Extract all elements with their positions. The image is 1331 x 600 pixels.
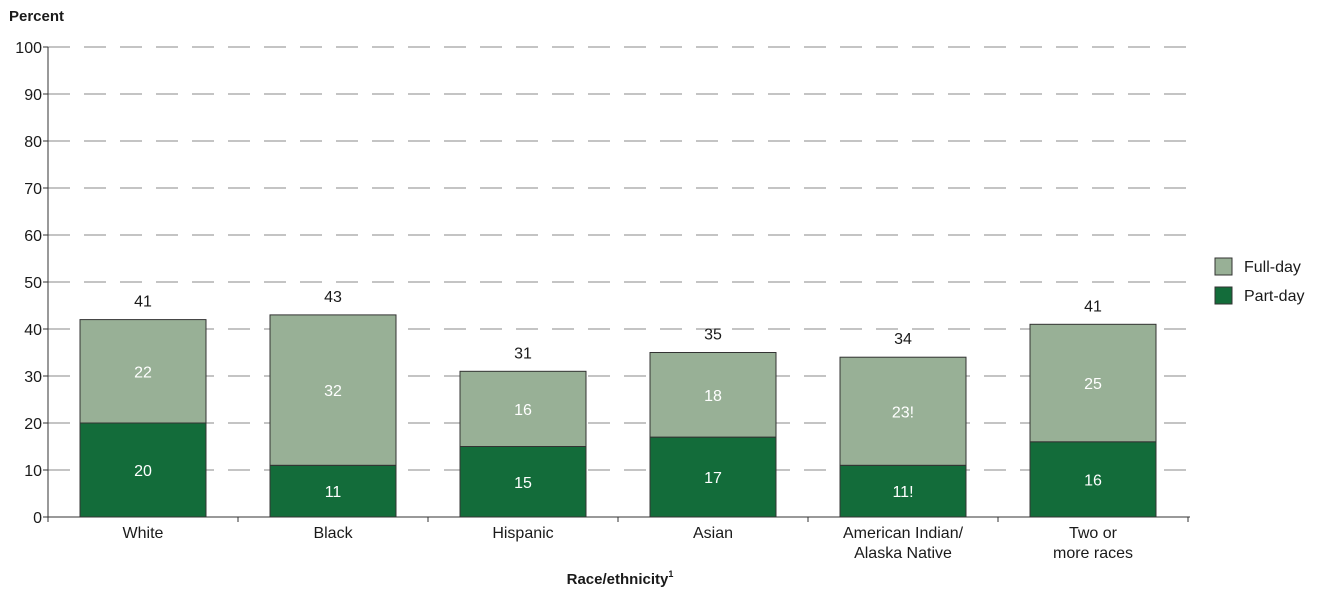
bar-full-day xyxy=(1029,323,1157,443)
x-axis-title: Race/ethnicity1 xyxy=(567,569,674,588)
y-tick-label: 50 xyxy=(24,275,42,292)
data-label-total: 31 xyxy=(514,345,532,362)
x-tick-label-line: more races xyxy=(1053,545,1133,562)
y-tick-label: 10 xyxy=(24,463,42,480)
bar-full-day xyxy=(79,319,207,424)
data-label-full-day: 23! xyxy=(892,404,914,421)
bar-part-day xyxy=(649,436,777,518)
bar-full-day xyxy=(459,370,587,447)
bar-part-day xyxy=(269,464,397,518)
x-tick-label: Asian xyxy=(693,525,733,542)
data-label-full-day: 32 xyxy=(324,383,342,400)
data-label-part-day: 11! xyxy=(892,484,913,501)
bar-full-day xyxy=(839,356,967,466)
data-label-part-day: 11 xyxy=(325,484,342,501)
x-tick-label-line: White xyxy=(123,525,164,542)
data-label-total: 41 xyxy=(134,294,152,311)
x-tick-label-line: Asian xyxy=(693,525,733,542)
legend-label: Full-day xyxy=(1244,259,1301,276)
data-label-full-day: 18 xyxy=(704,388,722,405)
bar-part-day xyxy=(459,446,587,518)
x-axis: White Black Hispanic Asian American Indian/A… xyxy=(47,516,1190,562)
data-label-total: 34 xyxy=(894,331,912,348)
y-tick-label: 20 xyxy=(24,416,42,433)
data-label-part-day: 16 xyxy=(1084,472,1102,489)
y-axis: 0 10 20 30 40 50 60 70 80 90 100 xyxy=(15,40,49,527)
x-tick-label-line: Black xyxy=(313,525,353,542)
x-tick-label-line: Two or xyxy=(1069,525,1118,542)
y-tick-label: 90 xyxy=(24,87,42,104)
legend-label: Part-day xyxy=(1244,288,1304,305)
y-tick-label: 30 xyxy=(24,369,42,386)
x-axis-title-footnote: 1 xyxy=(668,569,673,579)
data-label-total: 41 xyxy=(1084,298,1102,315)
y-tick-label: 60 xyxy=(24,228,42,245)
y-tick-label: 0 xyxy=(33,510,42,527)
x-tick-label-line: Alaska Native xyxy=(854,545,952,562)
x-tick-label: Black xyxy=(313,525,353,542)
gridlines xyxy=(48,46,1190,471)
bar-part-day xyxy=(1029,441,1157,518)
y-tick-label: 100 xyxy=(15,40,42,57)
bar-full-day xyxy=(649,352,777,438)
data-label-total: 43 xyxy=(324,289,342,306)
bar-full-day xyxy=(269,314,397,466)
data-label-part-day: 15 xyxy=(514,475,532,492)
data-label-total: 35 xyxy=(704,327,722,344)
bar-part-day xyxy=(839,464,967,518)
legend-swatch xyxy=(1214,257,1233,276)
legend: Full-day Part-day xyxy=(1214,257,1304,305)
x-tick-label: American Indian/Alaska Native xyxy=(843,525,964,562)
data-label-full-day: 16 xyxy=(514,402,532,419)
x-tick-label-line: Hispanic xyxy=(492,525,553,542)
y-tick-label: 40 xyxy=(24,322,42,339)
x-tick-label-line: American Indian/ xyxy=(843,525,964,542)
y-tick-label: 80 xyxy=(24,134,42,151)
data-label-full-day: 22 xyxy=(134,364,152,381)
data-label-full-day: 25 xyxy=(1084,376,1102,393)
x-axis-title-text: Race/ethnicity xyxy=(567,571,669,588)
y-tick-label: 70 xyxy=(24,181,42,198)
data-label-part-day: 20 xyxy=(134,463,152,480)
x-tick-label: Hispanic xyxy=(492,525,553,542)
data-label-part-day: 17 xyxy=(704,470,722,487)
x-tick-label: White xyxy=(123,525,164,542)
bars: 20 22 41 11 32 43 15 16 31 17 18 35 11! 23! 34 16 25 41 xyxy=(79,289,1157,518)
legend-swatch xyxy=(1214,286,1233,305)
y-axis-title: Percent xyxy=(9,8,64,25)
x-tick-label: Two or more races xyxy=(1053,525,1133,562)
